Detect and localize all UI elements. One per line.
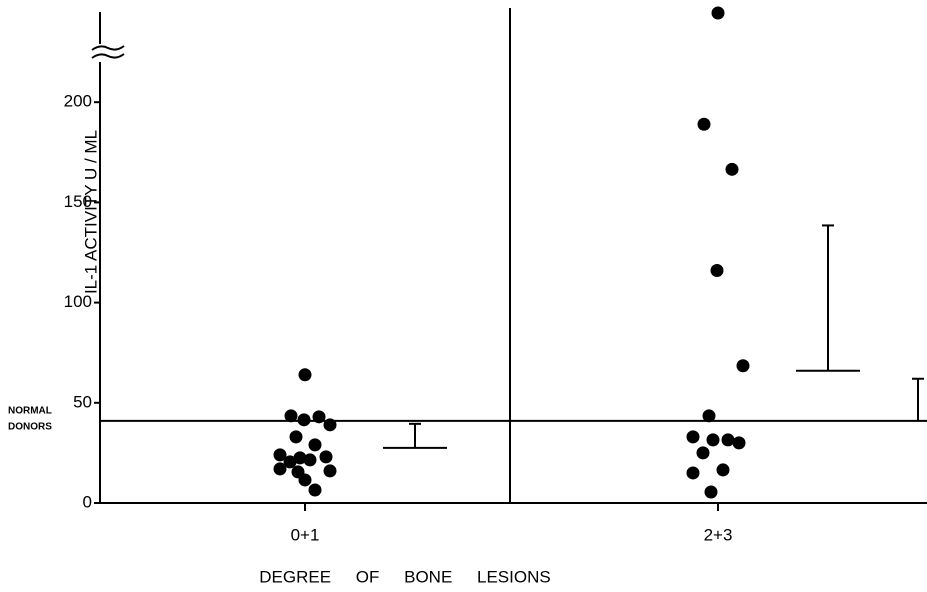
y-axis-label: IL-1 ACTIVITY U / ML [81,130,100,294]
y-tick-label: 50 [73,392,92,411]
x-tick-label: 2+3 [704,525,733,544]
dot [308,483,322,497]
dot [319,450,333,464]
dot [303,453,317,467]
y-tick-label: 150 [64,192,92,211]
y-tick-label: 0 [83,492,92,511]
x-tick-label: 0+1 [291,525,320,544]
dot [273,462,287,476]
dot [284,409,298,423]
dot [725,162,739,176]
dot [732,436,746,450]
dot [323,418,337,432]
dot [308,438,322,452]
dot [710,264,724,278]
dot [697,117,711,131]
dot [273,448,287,462]
dot [298,368,312,382]
y-tick-label: 100 [64,292,92,311]
dot [702,409,716,423]
x-axis-label: DEGREE OF BONE LESIONS [259,567,550,586]
dot [312,410,326,424]
dot [696,446,710,460]
dot [711,6,725,20]
dot [686,430,700,444]
axis-break [91,45,125,59]
y-tick-label: 200 [64,92,92,111]
dot [721,433,735,447]
reference-label: DONORS [8,421,52,432]
dot [283,455,297,469]
dot [716,463,730,477]
dot [706,433,720,447]
dot [704,485,718,499]
dot [323,464,337,478]
dot [289,430,303,444]
dot [686,466,700,480]
dot [736,359,750,373]
dot [297,413,311,427]
dot [293,451,307,465]
reference-label: NORMAL [8,405,52,416]
dot [298,473,312,487]
